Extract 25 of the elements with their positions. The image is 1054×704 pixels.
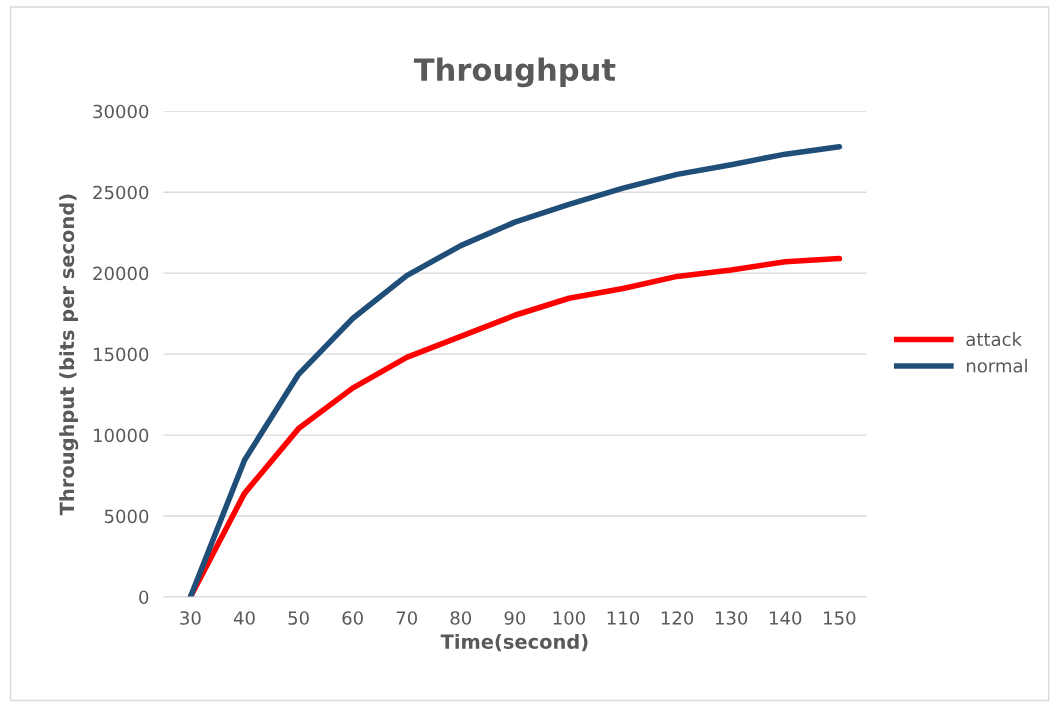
y-tick-label: 30000 xyxy=(93,104,149,119)
y-tick-label: 10000 xyxy=(94,428,149,443)
x-tick-label: 70 xyxy=(396,611,418,625)
chart-title: Throughput xyxy=(413,57,616,88)
x-tick-label: 80 xyxy=(450,611,472,625)
x-tick-label: 110 xyxy=(607,611,640,625)
y-tick-label: 5000 xyxy=(104,509,149,524)
x-tick-label: 140 xyxy=(770,611,802,625)
y-axis-title: Throughput (bits per second) xyxy=(59,194,79,516)
y-tick-label: 15000 xyxy=(94,347,149,362)
x-tick-label: 50 xyxy=(288,611,309,625)
x-tick-label: 150 xyxy=(824,611,856,625)
x-axis-title: Time(second) xyxy=(440,633,588,652)
x-tick-label: 40 xyxy=(233,611,255,625)
x-tick-label: 130 xyxy=(715,611,748,625)
x-tick-label: 100 xyxy=(553,611,585,625)
y-tick-label: 0 xyxy=(139,590,149,605)
y-tick-label: 25000 xyxy=(93,185,149,200)
y-tick-label: 20000 xyxy=(93,266,149,281)
x-tick-label: 60 xyxy=(342,611,363,625)
legend-label: normal xyxy=(966,358,1027,373)
x-tick-label: 30 xyxy=(180,611,201,625)
x-tick-label: 90 xyxy=(504,611,526,625)
legend-label: attack xyxy=(966,332,1022,347)
x-tick-label: 120 xyxy=(661,611,694,625)
